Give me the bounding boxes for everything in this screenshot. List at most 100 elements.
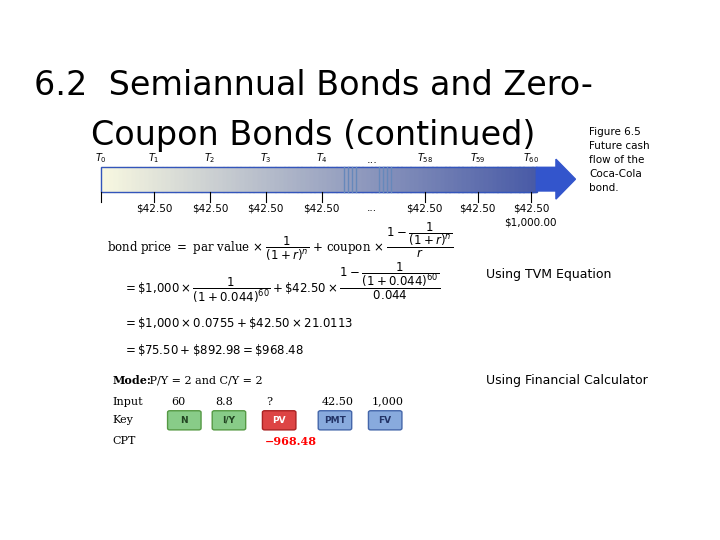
Bar (279, 167, 284, 192)
Bar (297, 167, 302, 192)
Bar (397, 167, 402, 192)
Text: P/Y = 2 and C/Y = 2: P/Y = 2 and C/Y = 2 (145, 376, 262, 386)
Bar (119, 167, 124, 192)
Text: $42.50: $42.50 (459, 203, 496, 213)
Bar (375, 167, 380, 192)
Bar (532, 167, 537, 192)
Bar (153, 167, 158, 192)
Bar (223, 167, 228, 192)
FancyBboxPatch shape (318, 411, 351, 430)
Bar (489, 167, 493, 192)
Text: $T_3$: $T_3$ (260, 151, 271, 165)
Bar (210, 167, 215, 192)
Bar (366, 167, 372, 192)
Bar (171, 167, 176, 192)
Bar (328, 167, 333, 192)
Text: I/Y: I/Y (222, 416, 235, 425)
Bar (232, 167, 237, 192)
Bar (306, 167, 310, 192)
Bar (262, 167, 267, 192)
Bar (310, 167, 315, 192)
Text: $= \$1{,}000 \times 0.0755 + \$42.50 \times 21.0113$: $= \$1{,}000 \times 0.0755 + \$42.50 \ti… (124, 315, 354, 330)
FancyBboxPatch shape (369, 411, 402, 430)
Bar (132, 167, 137, 192)
Bar (467, 167, 472, 192)
Bar (475, 167, 480, 192)
Bar (188, 167, 193, 192)
Bar (110, 167, 114, 192)
Text: −968.48: −968.48 (265, 436, 317, 447)
Bar (354, 167, 359, 192)
Text: bond price $=$ par value $\times$ $\dfrac{1}{(1+r)^n}$ $+$ coupon $\times$ $\dfr: bond price $=$ par value $\times$ $\dfra… (107, 220, 454, 262)
Bar (253, 167, 258, 192)
Bar (345, 167, 350, 192)
Bar (528, 167, 533, 192)
Text: PV: PV (272, 416, 286, 425)
Bar (384, 167, 389, 192)
Bar (197, 167, 202, 192)
Bar (228, 167, 233, 192)
Text: Coupon Bonds (continued): Coupon Bonds (continued) (91, 119, 536, 152)
Text: Using Financial Calculator: Using Financial Calculator (486, 374, 648, 387)
Bar (410, 167, 415, 192)
Bar (271, 167, 276, 192)
Bar (358, 167, 363, 192)
Text: 1,000: 1,000 (372, 396, 404, 407)
Text: $T_0$: $T_0$ (95, 151, 107, 165)
Bar (101, 167, 536, 192)
Text: $= \$75.50 + \$892.98 = \$968.48$: $= \$75.50 + \$892.98 = \$968.48$ (124, 342, 305, 357)
Text: Figure 6.5
Future cash
flow of the
Coca-Cola
bond.: Figure 6.5 Future cash flow of the Coca-… (590, 127, 650, 193)
Bar (175, 167, 180, 192)
Text: 60: 60 (171, 396, 185, 407)
Bar (319, 167, 324, 192)
Text: N: N (181, 416, 188, 425)
Bar (493, 167, 498, 192)
Bar (458, 167, 463, 192)
Text: $42.50: $42.50 (248, 203, 284, 213)
Bar (349, 167, 354, 192)
Text: PMT: PMT (324, 416, 346, 425)
Text: Mode:: Mode: (112, 375, 151, 386)
Text: $42.50: $42.50 (136, 203, 172, 213)
Bar (206, 167, 210, 192)
Bar (123, 167, 128, 192)
Bar (371, 167, 376, 192)
Bar (498, 167, 502, 192)
Bar (419, 167, 424, 192)
Text: ...: ... (366, 154, 377, 165)
Bar (184, 167, 189, 192)
Bar (388, 167, 393, 192)
Bar (215, 167, 219, 192)
Text: $T_2$: $T_2$ (204, 151, 216, 165)
Text: ...: ... (366, 203, 377, 213)
Text: 8.8: 8.8 (215, 396, 233, 407)
Text: $T_{59}$: $T_{59}$ (470, 151, 486, 165)
Text: 42.50: 42.50 (322, 396, 354, 407)
Bar (292, 167, 297, 192)
Bar (179, 167, 184, 192)
Bar (136, 167, 141, 192)
FancyBboxPatch shape (262, 411, 296, 430)
Bar (202, 167, 206, 192)
Bar (315, 167, 320, 192)
Bar (484, 167, 489, 192)
Bar (515, 167, 520, 192)
Bar (454, 167, 459, 192)
Bar (506, 167, 511, 192)
Text: 6.2  Semiannual Bonds and Zero-: 6.2 Semiannual Bonds and Zero- (34, 69, 593, 102)
Bar (432, 167, 437, 192)
Bar (332, 167, 337, 192)
Bar (127, 167, 132, 192)
Bar (219, 167, 224, 192)
Text: $42.50: $42.50 (407, 203, 443, 213)
Bar (502, 167, 506, 192)
Bar (140, 167, 145, 192)
Bar (249, 167, 254, 192)
Bar (288, 167, 293, 192)
Bar (162, 167, 167, 192)
Bar (192, 167, 197, 192)
Bar (415, 167, 420, 192)
Text: Using TVM Equation: Using TVM Equation (486, 268, 611, 281)
Text: $= \$1{,}000 \times \dfrac{1}{(1+0.044)^{60}} + \$42.50 \times \dfrac{1 - \dfrac: $= \$1{,}000 \times \dfrac{1}{(1+0.044)^… (124, 261, 441, 306)
Bar (101, 167, 106, 192)
